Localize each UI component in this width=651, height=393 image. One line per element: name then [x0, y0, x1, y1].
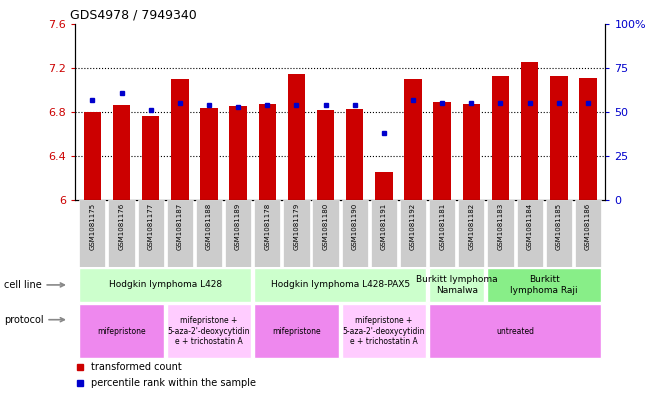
FancyBboxPatch shape: [342, 304, 426, 358]
Text: GSM1081179: GSM1081179: [294, 202, 299, 250]
FancyBboxPatch shape: [196, 200, 222, 267]
Text: GSM1081183: GSM1081183: [497, 202, 503, 250]
FancyBboxPatch shape: [546, 200, 572, 267]
Bar: [83, 112, 101, 200]
FancyBboxPatch shape: [108, 200, 135, 267]
Bar: [113, 105, 130, 200]
FancyBboxPatch shape: [254, 200, 281, 267]
FancyBboxPatch shape: [429, 304, 601, 358]
Bar: [404, 79, 422, 200]
Text: GSM1081178: GSM1081178: [264, 202, 270, 250]
Text: untreated: untreated: [496, 327, 534, 336]
Text: percentile rank within the sample: percentile rank within the sample: [90, 378, 256, 388]
FancyBboxPatch shape: [516, 200, 543, 267]
Text: GSM1081181: GSM1081181: [439, 202, 445, 250]
FancyBboxPatch shape: [283, 200, 309, 267]
Bar: [288, 74, 305, 200]
FancyBboxPatch shape: [312, 200, 339, 267]
Text: cell line: cell line: [4, 280, 64, 290]
FancyBboxPatch shape: [79, 304, 164, 358]
FancyBboxPatch shape: [254, 268, 426, 302]
Text: mifepristone +
5-aza-2'-deoxycytidin
e + trichostatin A: mifepristone + 5-aza-2'-deoxycytidin e +…: [168, 316, 250, 346]
Text: GSM1081192: GSM1081192: [410, 202, 416, 250]
Text: GSM1081188: GSM1081188: [206, 202, 212, 250]
Text: GSM1081176: GSM1081176: [118, 202, 124, 250]
Bar: [317, 110, 335, 200]
Bar: [434, 102, 451, 200]
Text: GSM1081187: GSM1081187: [177, 202, 183, 250]
Text: GSM1081182: GSM1081182: [468, 202, 475, 250]
Text: GDS4978 / 7949340: GDS4978 / 7949340: [70, 8, 197, 21]
FancyBboxPatch shape: [400, 200, 426, 267]
FancyBboxPatch shape: [79, 200, 105, 267]
FancyBboxPatch shape: [458, 200, 484, 267]
Bar: [579, 78, 597, 200]
Bar: [171, 79, 189, 200]
FancyBboxPatch shape: [167, 304, 251, 358]
Text: GSM1081180: GSM1081180: [323, 202, 329, 250]
Text: GSM1081189: GSM1081189: [235, 202, 241, 250]
Text: GSM1081191: GSM1081191: [381, 202, 387, 250]
Text: mifepristone: mifepristone: [272, 327, 321, 336]
Text: GSM1081175: GSM1081175: [89, 202, 95, 250]
Bar: [550, 75, 568, 200]
Bar: [375, 172, 393, 200]
FancyBboxPatch shape: [137, 200, 164, 267]
Text: Hodgkin lymphoma L428-PAX5: Hodgkin lymphoma L428-PAX5: [271, 281, 409, 289]
Text: GSM1081186: GSM1081186: [585, 202, 591, 250]
FancyBboxPatch shape: [488, 200, 514, 267]
FancyBboxPatch shape: [429, 268, 484, 302]
Text: GSM1081184: GSM1081184: [527, 202, 533, 250]
Text: Burkitt lymphoma
Namalwa: Burkitt lymphoma Namalwa: [416, 275, 497, 295]
Bar: [346, 109, 363, 200]
FancyBboxPatch shape: [575, 200, 601, 267]
Text: GSM1081185: GSM1081185: [556, 202, 562, 250]
FancyBboxPatch shape: [79, 268, 251, 302]
FancyBboxPatch shape: [225, 200, 251, 267]
Text: Hodgkin lymphoma L428: Hodgkin lymphoma L428: [109, 281, 222, 289]
Bar: [463, 104, 480, 200]
Bar: [201, 108, 217, 200]
FancyBboxPatch shape: [429, 200, 455, 267]
FancyBboxPatch shape: [167, 200, 193, 267]
FancyBboxPatch shape: [488, 268, 601, 302]
Text: transformed count: transformed count: [90, 362, 182, 372]
Bar: [492, 75, 509, 200]
Bar: [142, 116, 159, 200]
Text: GSM1081190: GSM1081190: [352, 202, 357, 250]
Bar: [521, 62, 538, 200]
FancyBboxPatch shape: [254, 304, 339, 358]
Text: Burkitt
lymphoma Raji: Burkitt lymphoma Raji: [510, 275, 578, 295]
Text: mifepristone +
5-aza-2'-deoxycytidin
e + trichostatin A: mifepristone + 5-aza-2'-deoxycytidin e +…: [342, 316, 425, 346]
Bar: [258, 104, 276, 200]
Text: protocol: protocol: [4, 315, 64, 325]
Bar: [229, 107, 247, 200]
Text: GSM1081177: GSM1081177: [148, 202, 154, 250]
FancyBboxPatch shape: [371, 200, 397, 267]
FancyBboxPatch shape: [342, 200, 368, 267]
Text: mifepristone: mifepristone: [97, 327, 146, 336]
